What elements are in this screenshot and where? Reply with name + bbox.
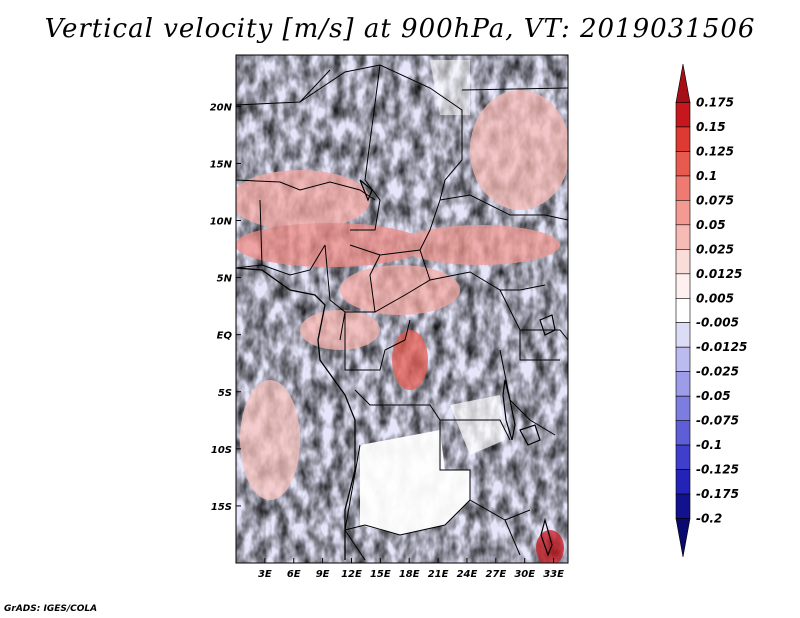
colorbar-swatch (675, 151, 691, 177)
colorbar-swatch (675, 395, 691, 421)
colorbar-label: -0.005 (696, 316, 739, 330)
coastline (235, 267, 356, 560)
ascent-regions (236, 90, 568, 563)
chart-title: Vertical velocity [m/s] at 900hPa, VT: 2… (44, 14, 756, 44)
lakes (359, 179, 556, 557)
colorbar-label: -0.125 (696, 463, 739, 477)
y-tick-label: 15N (210, 159, 233, 170)
x-tick-label: 6E (287, 569, 301, 580)
colorbar-swatch (675, 200, 691, 226)
colorbar-swatch (675, 102, 691, 128)
plot-frame (235, 54, 569, 564)
colorbar-swatch (675, 249, 691, 275)
colorbar: 0.175 0.15 0.125 0.1 0.075 0.05 0.025 0.0125 0.0… (675, 63, 747, 558)
x-tick-label: 30E (514, 569, 535, 580)
colorbar-label: -0.2 (696, 512, 722, 526)
colorbar-swatch (675, 469, 691, 495)
colorbar-label: -0.05 (696, 389, 731, 403)
colorbar-label: 0.075 (696, 193, 734, 207)
x-tick-label: 27E (485, 569, 506, 580)
y-tick-label: 5S (218, 388, 232, 399)
x-tick-label: 3E (258, 569, 272, 580)
colorbar-swatch (675, 518, 691, 558)
colorbar-label: 0.05 (696, 218, 726, 232)
x-axis: 3E 6E 9E 12E 15E 18E 21E 24E 27E 30E 33E (258, 558, 564, 580)
x-tick-label: 33E (543, 569, 564, 580)
colorbar-swatch (675, 346, 691, 372)
colorbar-swatch (675, 444, 691, 470)
colorbar-label: -0.0125 (696, 340, 747, 354)
colorbar-label: 0.15 (696, 120, 726, 134)
x-tick-label: 15E (370, 569, 391, 580)
colorbar-swatch (675, 175, 691, 201)
colorbar-swatch (675, 493, 691, 519)
x-tick-label: 21E (428, 569, 449, 580)
x-tick-label: 12E (341, 569, 362, 580)
country-borders (235, 64, 569, 561)
colorbar-swatch (675, 224, 691, 250)
y-tick-label: 20N (210, 102, 233, 113)
y-tick-label: 15S (211, 502, 232, 513)
x-tick-label: 9E (316, 569, 330, 580)
y-axis: 20N 15N 10N 5N EQ 5S 10S 15S (210, 102, 241, 513)
colorbar-label: 0.175 (696, 95, 734, 109)
y-tick-label: 5N (217, 274, 233, 285)
colorbar-label: -0.175 (696, 487, 739, 501)
colorbar-label: 0.025 (696, 242, 734, 256)
colorbar-label: 0.1 (696, 169, 717, 183)
colorbar-label: 0.005 (696, 291, 734, 305)
x-tick-label: 18E (399, 569, 420, 580)
y-tick-label: EQ (217, 331, 233, 342)
colorbar-label: -0.1 (696, 438, 722, 452)
colorbar-label: -0.025 (696, 365, 739, 379)
credit-text: GrADS: IGES/COLA (4, 604, 98, 614)
x-tick-label: 24E (457, 569, 478, 580)
colorbar-label: -0.075 (696, 414, 739, 428)
near-zero-regions (360, 60, 505, 535)
colorbar-swatch (675, 297, 691, 324)
colorbar-swatch (675, 273, 691, 299)
y-tick-label: 10S (211, 445, 232, 456)
colorbar-swatch (675, 126, 691, 152)
colorbar-swatch (675, 420, 691, 446)
colorbar-swatch (675, 63, 691, 103)
colorbar-label: 0.125 (696, 144, 734, 158)
colorbar-label: 0.0125 (696, 267, 742, 281)
velocity-field (236, 55, 568, 563)
colorbar-swatch (675, 322, 691, 348)
y-tick-label: 10N (210, 217, 233, 228)
colorbar-swatch (675, 371, 691, 397)
